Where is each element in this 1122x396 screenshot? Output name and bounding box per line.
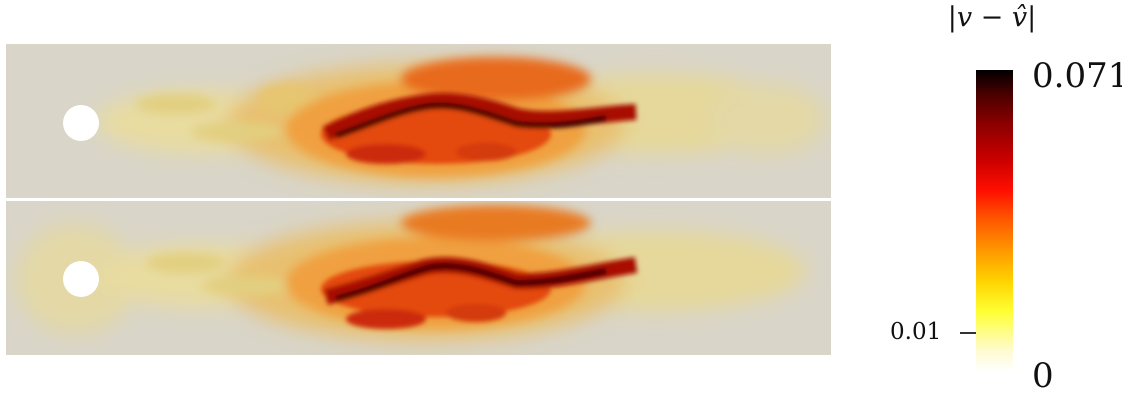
error-field-image-top [6,44,831,198]
error-field-panel-bottom [6,201,831,355]
colorbar-min-label: 0 [1032,356,1054,396]
colorbar-tick-mark [960,332,976,334]
error-field-image-bottom [6,201,831,355]
colorbar-tick-label: 0.01 [890,319,942,345]
colorbar [976,70,1013,372]
error-field-panel-top [6,44,831,198]
cylinder-obstacle-top [63,105,99,141]
colorbar-title: |v − v̂| [947,2,1037,33]
colorbar-max-label: 0.071 [1032,56,1122,96]
cylinder-obstacle-bottom [63,261,99,297]
